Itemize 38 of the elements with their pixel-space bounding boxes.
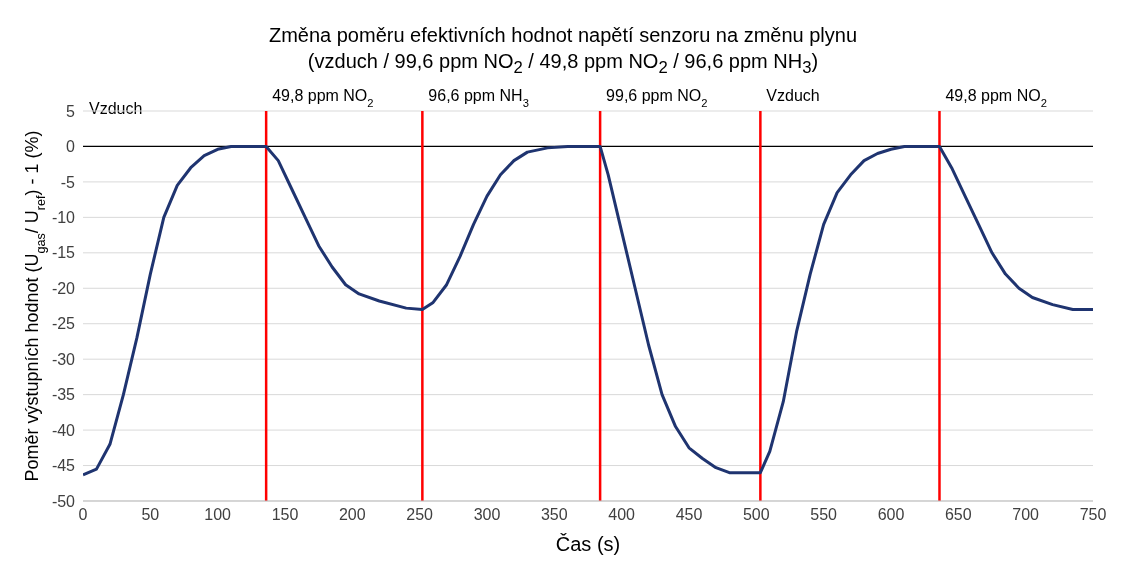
y-tick-label: -30 bbox=[51, 350, 76, 368]
y-tick-label: -10 bbox=[51, 209, 76, 227]
y-tick-label: -50 bbox=[51, 492, 76, 510]
x-tick-label: 50 bbox=[141, 506, 160, 524]
annotation: Vzduch bbox=[89, 100, 143, 117]
y-tick-label: -35 bbox=[51, 386, 76, 404]
chart-subtitle: (vzduch / 99,6 ppm NO$_{2}$ / 49,8 ppm NO$_{2}$ / 96,6 ppm NH$_{3}$) bbox=[306, 49, 820, 79]
x-tick-label: 350 bbox=[540, 506, 568, 524]
chart-title: Změna poměru efektivních hodnot napětí senzoru na změnu plynu bbox=[267, 23, 859, 48]
x-tick-label: 700 bbox=[1012, 506, 1040, 524]
x-tick-label: 250 bbox=[406, 506, 434, 524]
x-tick-label: 150 bbox=[271, 506, 299, 524]
x-tick-label: 750 bbox=[1079, 506, 1107, 524]
x-tick-label: 300 bbox=[473, 506, 501, 524]
y-tick-label: -20 bbox=[51, 279, 76, 297]
x-tick-label: 100 bbox=[204, 506, 232, 524]
x-tick-label: 600 bbox=[877, 506, 905, 524]
x-tick-label: 450 bbox=[675, 506, 703, 524]
ref-line-label: 99,6 ppm NO$_{2}$ bbox=[606, 87, 708, 109]
x-axis-title: Čas (s) bbox=[555, 533, 621, 555]
y-tick-label: -45 bbox=[51, 457, 76, 475]
x-tick-label: 0 bbox=[78, 506, 88, 524]
x-tick-label: 650 bbox=[944, 506, 972, 524]
y-tick-label: -15 bbox=[51, 244, 76, 262]
y-tick-label: 5 bbox=[66, 102, 76, 120]
x-tick-label: 500 bbox=[742, 506, 770, 524]
y-tick-label: -40 bbox=[51, 421, 76, 439]
ref-line-label: Vzduch bbox=[766, 87, 820, 104]
ref-line-label: 49,8 ppm NO$_{2}$ bbox=[945, 87, 1047, 109]
y-tick-label: 0 bbox=[66, 138, 76, 156]
x-tick-label: 550 bbox=[810, 506, 838, 524]
ref-line-label: 49,8 ppm NO$_{2}$ bbox=[272, 87, 374, 109]
y-tick-label: -5 bbox=[60, 173, 76, 191]
ref-line-label: 96,6 ppm NH$_{3}$ bbox=[428, 87, 529, 109]
line-series bbox=[83, 144, 1093, 477]
x-tick-label: 200 bbox=[338, 506, 366, 524]
y-tick-label: -25 bbox=[51, 315, 76, 333]
x-tick-label: 400 bbox=[608, 506, 636, 524]
